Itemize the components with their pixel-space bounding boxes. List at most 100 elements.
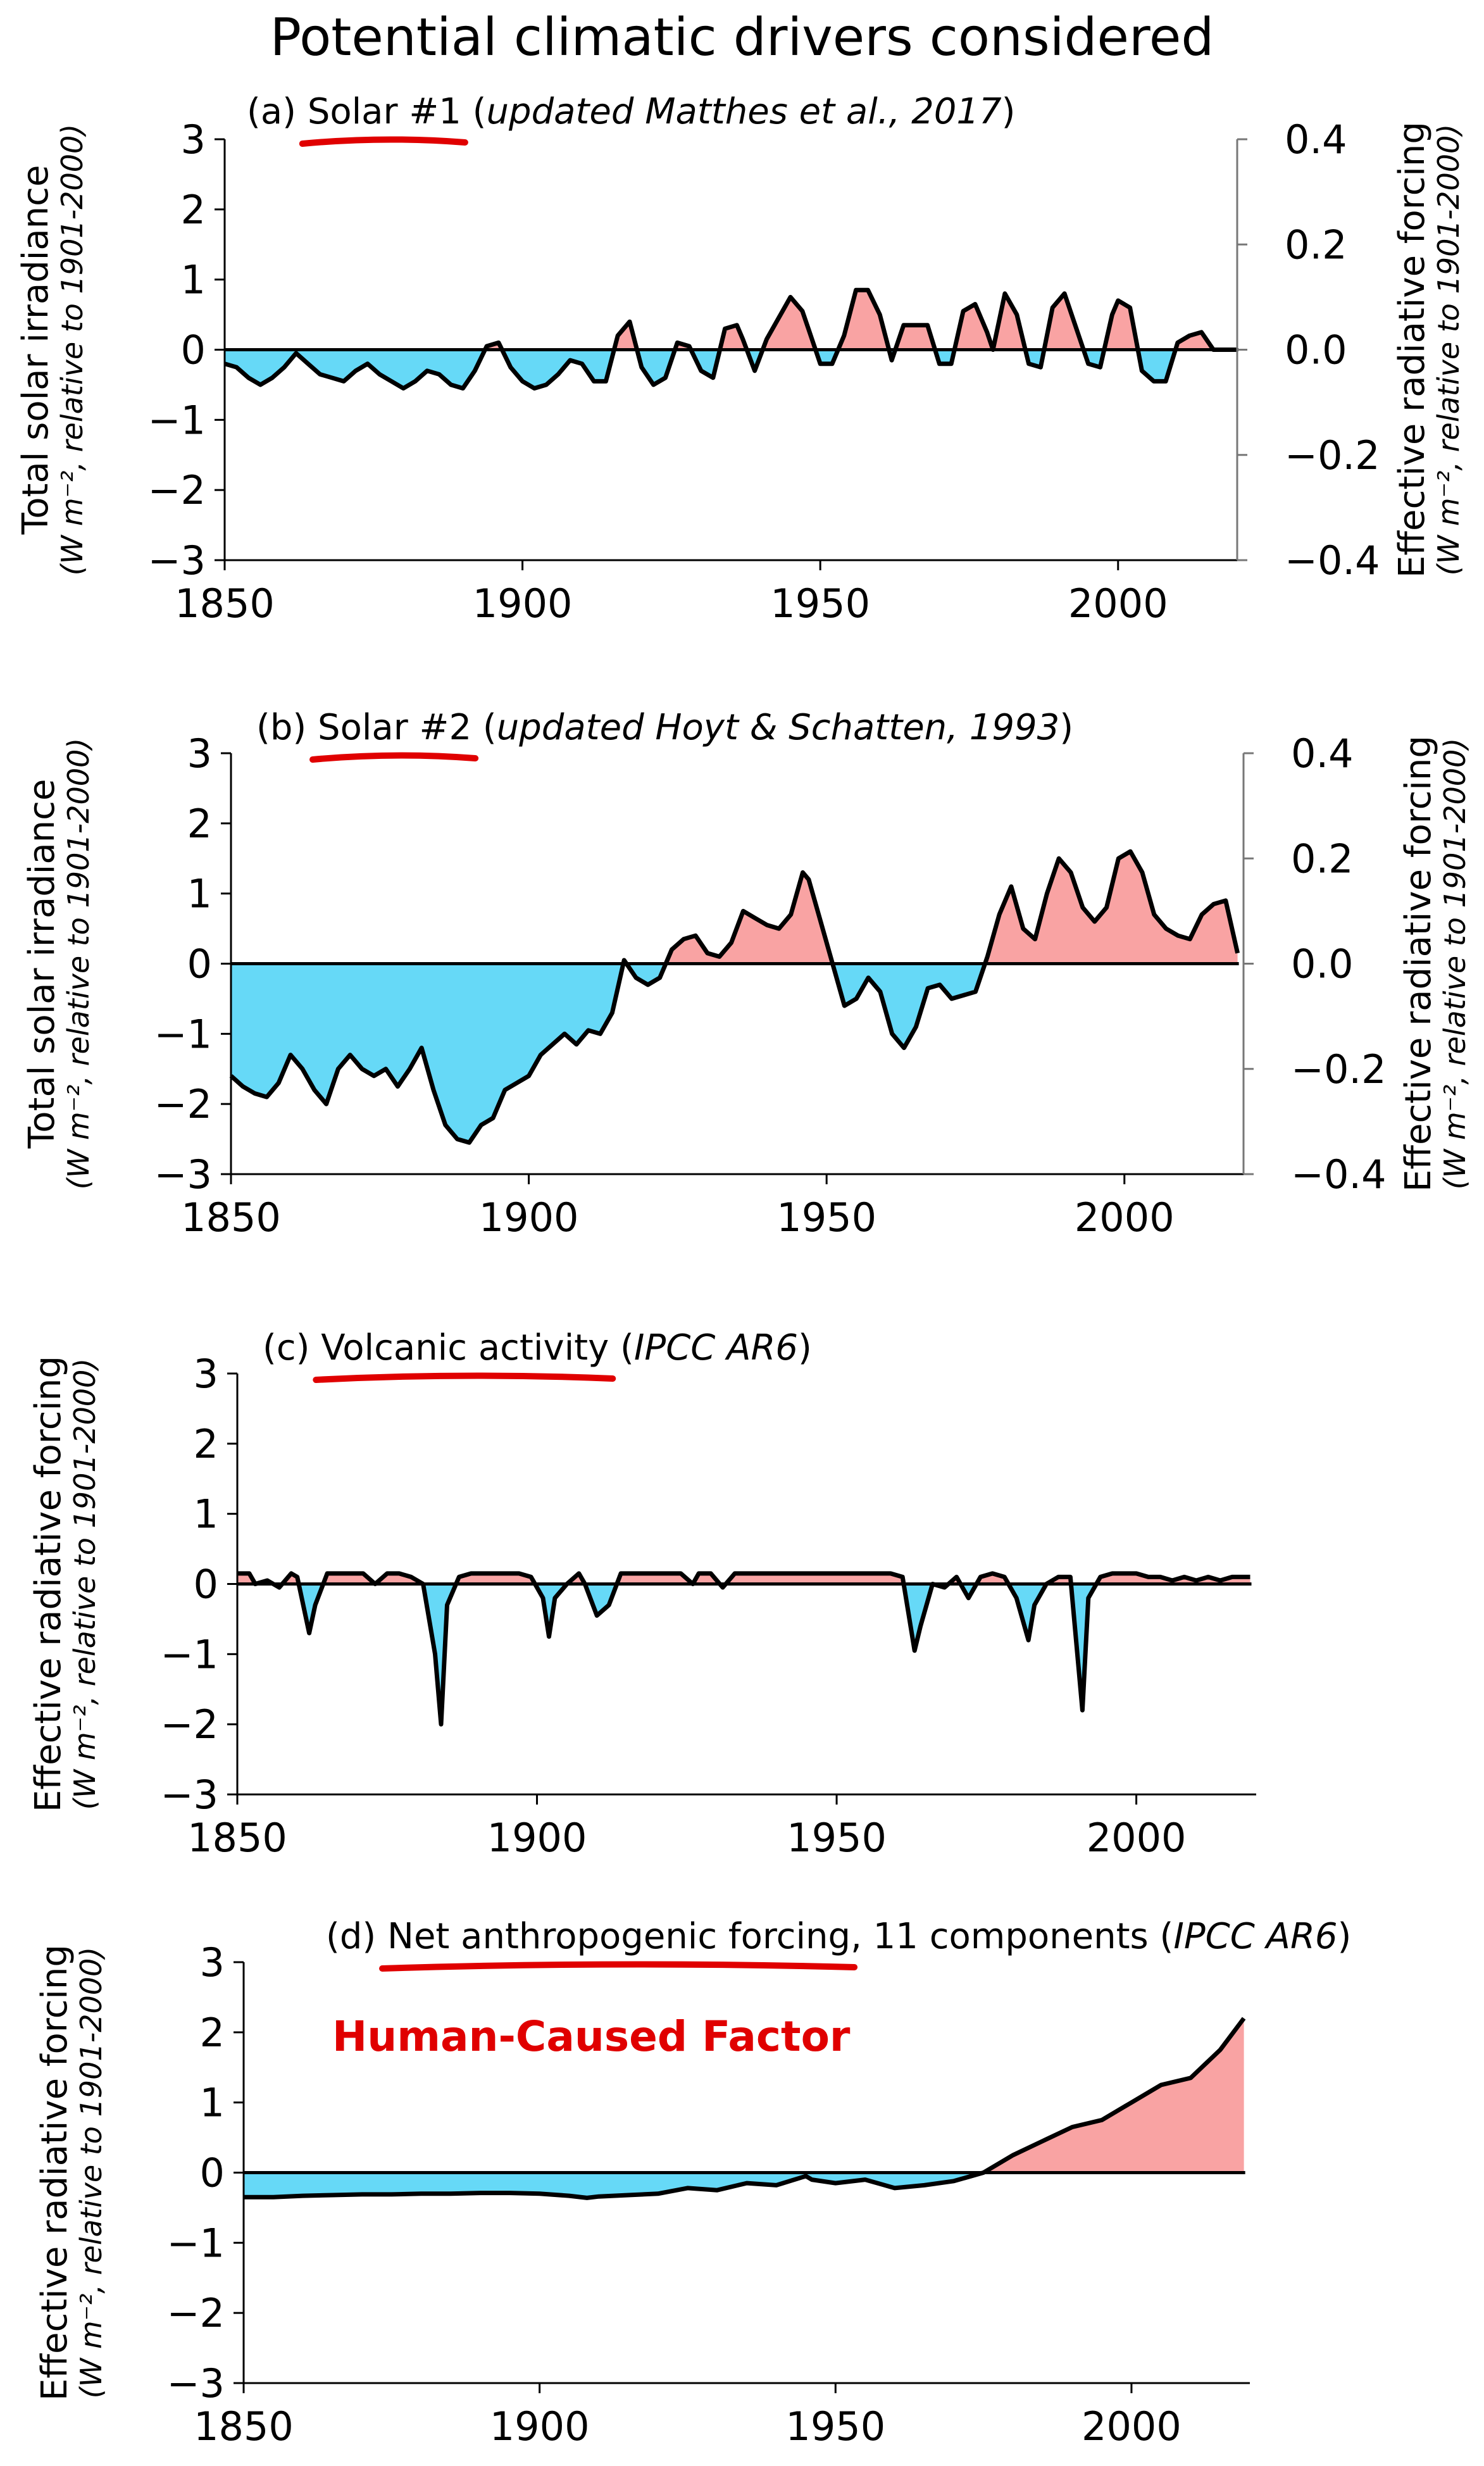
panel-b-y2-tick-label: −0.2 bbox=[1291, 1046, 1387, 1092]
panel-b-title: (b) Solar #2 (updated Hoyt & Schatten, 1… bbox=[256, 707, 1073, 748]
panel-b-title-prefix: (b) bbox=[256, 707, 318, 748]
panel-c-y-tick-label: 1 bbox=[194, 1491, 218, 1537]
panel-c-x-tick-label: 2000 bbox=[1087, 1815, 1187, 1861]
panel-b-series-line bbox=[229, 849, 1240, 1145]
panel-d-y-tick-label: 2 bbox=[200, 2010, 225, 2056]
panel-a-y-tick-label: −2 bbox=[148, 467, 206, 513]
panel-b-y-tick-label: −3 bbox=[154, 1151, 212, 1198]
panel-c-y-tick-label: −1 bbox=[161, 1631, 218, 1677]
panel-a-y2-tick-label: −0.4 bbox=[1285, 537, 1380, 584]
panel-b-y2-unit: (W m⁻², relative to 1901-2000) bbox=[1438, 738, 1472, 1189]
panel-a-y-tick-label: −1 bbox=[148, 397, 206, 443]
figure-title: Potential climatic drivers considered bbox=[270, 8, 1214, 68]
panel-c-title-source: IPCC AR6 bbox=[634, 1327, 798, 1368]
panel-d-x-tick-label: 1850 bbox=[194, 2403, 294, 2450]
panel-d-title-open: ( bbox=[1149, 1916, 1174, 1957]
panel-c-x-tick-label: 1900 bbox=[487, 1815, 587, 1861]
panel-c-title: (c) Volcanic activity (IPCC AR6) bbox=[263, 1327, 812, 1368]
panel-a-title-open: ( bbox=[461, 91, 487, 132]
panel-b-title-open: ( bbox=[471, 707, 497, 748]
panel-d-x-tick-label: 1900 bbox=[490, 2403, 590, 2450]
panel-a-title: (a) Solar #1 (updated Matthes et al., 20… bbox=[247, 91, 1016, 132]
panel-d-series-line bbox=[244, 2017, 1246, 2200]
panel-c-positive-area bbox=[237, 1573, 1250, 1584]
panel-d-x-tick-label: 1950 bbox=[785, 2403, 885, 2450]
panel-a-y2-tick-label: 0.2 bbox=[1285, 222, 1347, 268]
panel-c-title-close: ) bbox=[798, 1327, 812, 1368]
panel-d-title-source: IPCC AR6 bbox=[1173, 1916, 1337, 1957]
panel-c-series-line bbox=[237, 1571, 1250, 1727]
panel-b-title-source: updated Hoyt & Schatten, 1993 bbox=[497, 707, 1060, 748]
panel-d-title-close: ) bbox=[1338, 1916, 1352, 1957]
panel-c-x-tick-label: 1850 bbox=[187, 1815, 287, 1861]
panel-d-title-rest: , 11 components bbox=[851, 1916, 1149, 1957]
panel-b-title-name: Solar #2 bbox=[318, 707, 471, 748]
panel-a-series-line bbox=[224, 287, 1237, 391]
panel-a-y-label: Total solar irradiance bbox=[15, 165, 56, 535]
panel-a-negative-area bbox=[225, 349, 1237, 389]
panel-b-x-tick-label: 1900 bbox=[479, 1194, 579, 1241]
panel-c-x-tick-label: 1950 bbox=[787, 1815, 887, 1861]
panel-a-positive-area bbox=[225, 290, 1237, 350]
panel-b-y2-tick-label: 0.0 bbox=[1291, 941, 1354, 987]
panel-a-y-tick-label: 3 bbox=[181, 116, 206, 163]
panel-b-negative-area bbox=[231, 963, 1238, 1143]
panel-b-positive-area bbox=[231, 851, 1238, 964]
panel-b-y-tick-label: 2 bbox=[187, 801, 212, 847]
panel-d-title: (d) Net anthropogenic forcing, 11 compon… bbox=[326, 1916, 1351, 1957]
panel-c-title-prefix: (c) bbox=[263, 1327, 321, 1368]
panel-a-title-close: ) bbox=[1002, 91, 1016, 132]
panel-c-name-underline bbox=[313, 1372, 616, 1383]
panel-c-title-open: ( bbox=[609, 1327, 634, 1368]
panel-b-y2-tick-label: 0.4 bbox=[1291, 730, 1354, 777]
panel-b-y2-tick-label: −0.4 bbox=[1291, 1151, 1387, 1198]
panel-a-y-tick-label: 2 bbox=[181, 187, 206, 233]
panel-d-annotation: Human-Caused Factor bbox=[332, 2012, 851, 2061]
panel-c-y-tick-label: −2 bbox=[161, 1701, 218, 1748]
panel-a-y2-tick-label: −0.2 bbox=[1285, 432, 1380, 479]
panel-b-y-tick-label: 3 bbox=[187, 730, 212, 777]
panel-b-title-close: ) bbox=[1059, 707, 1073, 748]
panel-b-x-tick-label: 1950 bbox=[776, 1194, 876, 1241]
panel-c-title-name: Volcanic activity bbox=[321, 1327, 609, 1368]
panel-d-y-tick-label: 1 bbox=[200, 2080, 225, 2126]
panel-b-name-underline bbox=[309, 752, 479, 763]
panel-a-name-underline bbox=[299, 136, 468, 147]
panel-d-y-tick-label: 3 bbox=[200, 1939, 225, 1986]
panel-b-x-tick-label: 2000 bbox=[1075, 1194, 1175, 1241]
panel-c-y-tick-label: 3 bbox=[194, 1351, 218, 1397]
panel-d-title-name: Net anthropogenic forcing bbox=[387, 1916, 851, 1957]
panel-a-y-unit: (W m⁻², relative to 1901-2000) bbox=[55, 124, 89, 575]
panel-d-y-tick-label: −2 bbox=[167, 2290, 225, 2336]
panel-a-y2-label: Effective radiative forcing bbox=[1392, 122, 1433, 578]
panel-d-y-tick-label: −3 bbox=[167, 2360, 225, 2407]
panel-b-y2-tick-label: 0.2 bbox=[1291, 836, 1354, 882]
panel-b-y-label: Total solar irradiance bbox=[22, 779, 63, 1149]
panel-d-x-tick-label: 2000 bbox=[1082, 2403, 1182, 2450]
panel-b-y-unit: (W m⁻², relative to 1901-2000) bbox=[61, 738, 96, 1189]
panel-d-positive-area bbox=[244, 2018, 1244, 2173]
panel-a-y-tick-label: −3 bbox=[148, 537, 206, 584]
panel-c-y-unit: (W m⁻², relative to 1901-2000) bbox=[68, 1358, 102, 1810]
panel-a-title-source: updated Matthes et al., 2017 bbox=[487, 91, 1002, 132]
panel-c-y-tick-label: −3 bbox=[161, 1772, 218, 1818]
panel-b-y-tick-label: 1 bbox=[187, 871, 212, 917]
panel-a-x-tick-label: 1900 bbox=[473, 580, 573, 627]
panel-a-title-name: Solar #1 bbox=[308, 91, 461, 132]
panel-d-title-prefix: (d) bbox=[326, 1916, 387, 1957]
panel-b-y-tick-label: 0 bbox=[187, 941, 212, 987]
panel-a-x-tick-label: 1950 bbox=[770, 580, 870, 627]
panel-b-y-tick-label: −1 bbox=[154, 1011, 212, 1057]
panel-d-name-underline bbox=[379, 1961, 858, 1972]
panel-a-x-tick-label: 2000 bbox=[1068, 580, 1168, 627]
panel-a-x-tick-label: 1850 bbox=[175, 580, 275, 627]
panel-c-negative-area bbox=[237, 1584, 1250, 1725]
panel-d-y-label: Effective radiative forcing bbox=[34, 1944, 75, 2401]
panel-a-y2-tick-label: 0.0 bbox=[1285, 327, 1347, 373]
panel-d-y-tick-label: −1 bbox=[167, 2220, 225, 2266]
panel-a-y2-unit: (W m⁻², relative to 1901-2000) bbox=[1431, 124, 1466, 575]
